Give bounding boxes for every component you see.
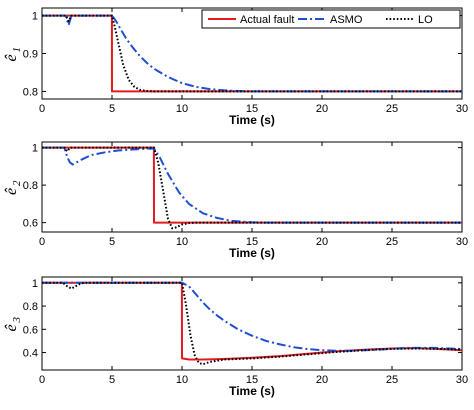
x-tick-label: 25 xyxy=(386,374,398,386)
x-axis-label: Time (s) xyxy=(229,384,275,398)
series-line-actual-fault xyxy=(42,281,462,361)
x-tick-label: 5 xyxy=(109,236,115,248)
x-axis-label: Time (s) xyxy=(229,246,275,260)
x-tick-label: 5 xyxy=(109,103,115,115)
x-axis-label: Time (s) xyxy=(229,113,275,127)
x-tick-label: 30 xyxy=(456,374,468,386)
x-tick-label: 25 xyxy=(386,236,398,248)
y-tick-label: 1 xyxy=(32,278,38,290)
legend-box xyxy=(201,9,461,29)
y-axis-label-subscript: 2 xyxy=(11,180,23,186)
y-tick-label: 0.4 xyxy=(23,348,38,360)
panel-3: 0 5 10 15 20 25 30 0.4 0.6 0.8 1 Time (s) ê3 xyxy=(3,276,468,398)
x-tick-label: 0 xyxy=(39,374,45,386)
x-tick-label: 0 xyxy=(39,236,45,248)
y-tick-label: 0.6 xyxy=(23,218,38,230)
x-tick-label: 5 xyxy=(109,374,115,386)
x-tick-label: 30 xyxy=(456,236,468,248)
series-group xyxy=(42,281,462,366)
series-group xyxy=(42,14,462,93)
x-tick-label: 20 xyxy=(316,236,328,248)
x-tick-label: 15 xyxy=(246,374,258,386)
legend-label: ASMO xyxy=(330,14,363,26)
y-tick-label: 0.8 xyxy=(23,180,38,192)
x-tick-label: 20 xyxy=(316,374,328,386)
legend-label: LO xyxy=(418,14,433,26)
series-group xyxy=(42,146,462,230)
x-tick-label: 10 xyxy=(176,236,188,248)
y-tick-label: 1 xyxy=(32,143,38,155)
x-tick-label: 10 xyxy=(176,103,188,115)
y-axis-label-subscript: 3 xyxy=(11,317,23,324)
y-axis-label-subscript: 1 xyxy=(11,47,23,53)
x-tick-label: 10 xyxy=(176,374,188,386)
series-line-lo xyxy=(42,281,462,366)
y-axis-label: ê xyxy=(3,324,20,332)
series-line-lo xyxy=(42,14,462,93)
plot-frame xyxy=(41,276,463,371)
y-tick-label: 1 xyxy=(32,11,38,23)
x-tick-label: 30 xyxy=(456,103,468,115)
y-tick-label: 0.9 xyxy=(23,49,38,61)
x-tick-label: 0 xyxy=(39,103,45,115)
legend-label: Actual fault xyxy=(240,14,294,26)
panel-2: 0 5 10 15 20 25 30 0.6 0.8 1 Time (s) ê2 xyxy=(3,141,468,260)
plot-frame xyxy=(41,141,463,233)
legend: Actual fault ASMO LO xyxy=(201,9,461,29)
y-axis-label: ê xyxy=(3,187,20,195)
x-tick-label: 15 xyxy=(246,103,258,115)
series-line-asmo xyxy=(42,14,462,93)
x-tick-label: 20 xyxy=(316,103,328,115)
y-tick-label: 0.6 xyxy=(23,324,38,336)
y-tick-label: 0.8 xyxy=(23,301,38,313)
y-axis-label: ê xyxy=(3,54,20,62)
x-tick-label: 25 xyxy=(386,103,398,115)
x-tick-label: 15 xyxy=(246,236,258,248)
y-tick-label: 0.8 xyxy=(23,86,38,98)
